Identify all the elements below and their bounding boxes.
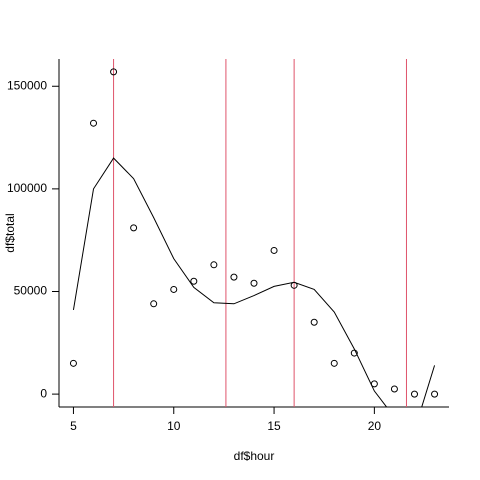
point [90,119,98,127]
point [170,285,178,293]
point [150,300,158,308]
point [190,277,198,285]
point [69,359,77,367]
fit-line [72,157,436,407]
point [350,349,358,357]
point [370,380,378,388]
point [230,273,238,281]
y-tick-label: 100000 [7,181,47,195]
x-tick-label: 20 [368,419,382,433]
y-tick-label: 50000 [14,284,48,298]
point [431,390,439,398]
point [270,246,278,254]
x-tick-label: 5 [70,419,77,433]
y-tick-label: 150000 [7,78,47,92]
x-tick-label: 10 [167,419,181,433]
point [310,318,318,326]
point [290,281,298,289]
point [250,279,258,287]
point [390,385,398,393]
point [110,68,118,76]
x-axis-label: df$hour [234,449,275,463]
point [130,224,138,232]
point [210,261,218,269]
x-tick-label: 15 [267,419,281,433]
y-tick-label: 0 [40,386,47,400]
point [410,390,418,398]
point [330,359,338,367]
plot-area [72,59,436,407]
y-axis-label: df$total [3,213,17,252]
